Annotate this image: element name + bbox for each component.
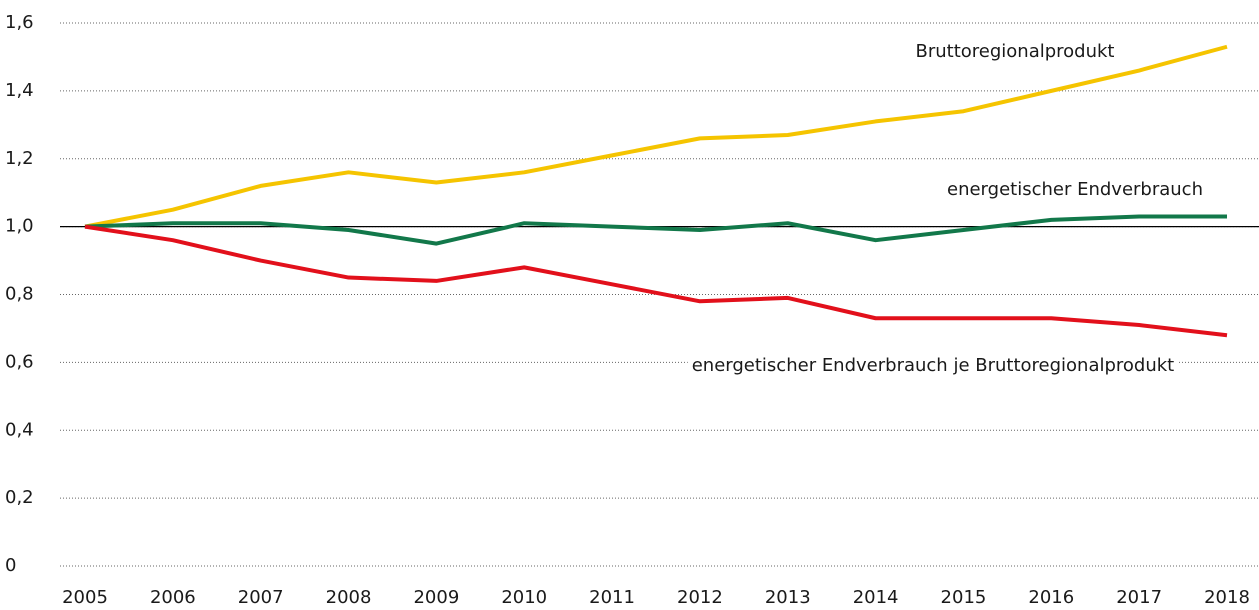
x-tick-label: 2018 (1204, 587, 1250, 608)
label-background (687, 355, 1179, 376)
x-tick-label: 2011 (589, 587, 635, 608)
x-tick-label: 2013 (765, 587, 811, 608)
y-tick-label: 1,0 (5, 216, 34, 237)
y-tick-label: 0,8 (5, 284, 34, 305)
x-tick-label: 2017 (1116, 587, 1162, 608)
x-tick-label: 2005 (62, 587, 108, 608)
x-tick-label: 2007 (238, 587, 284, 608)
x-tick-label: 2009 (413, 587, 459, 608)
y-tick-label: 1,2 (5, 148, 34, 169)
y-tick-label: 1,4 (5, 80, 34, 101)
series-label: energetischer Endverbrauch (947, 179, 1203, 200)
series-label: energetischer Endverbrauch je Bruttoregi… (692, 355, 1175, 376)
x-tick-label: 2010 (501, 587, 547, 608)
y-tick-label: 0,2 (5, 487, 34, 508)
y-tick-label: 0,6 (5, 351, 34, 372)
series-line (84, 44, 1228, 229)
x-tick-label: 2008 (326, 587, 372, 608)
y-tick-label: 0 (5, 555, 16, 576)
y-tick-label: 1,6 (5, 12, 34, 33)
x-tick-label: 2016 (1028, 587, 1074, 608)
y-tick-label: 0,4 (5, 419, 34, 440)
x-tick-label: 2014 (853, 587, 899, 608)
series-label: Bruttoregionalprodukt (915, 41, 1114, 62)
series-line (84, 224, 1228, 338)
x-tick-label: 2012 (677, 587, 723, 608)
x-tick-label: 2006 (150, 587, 196, 608)
x-tick-label: 2015 (941, 587, 987, 608)
series-line (84, 214, 1227, 246)
